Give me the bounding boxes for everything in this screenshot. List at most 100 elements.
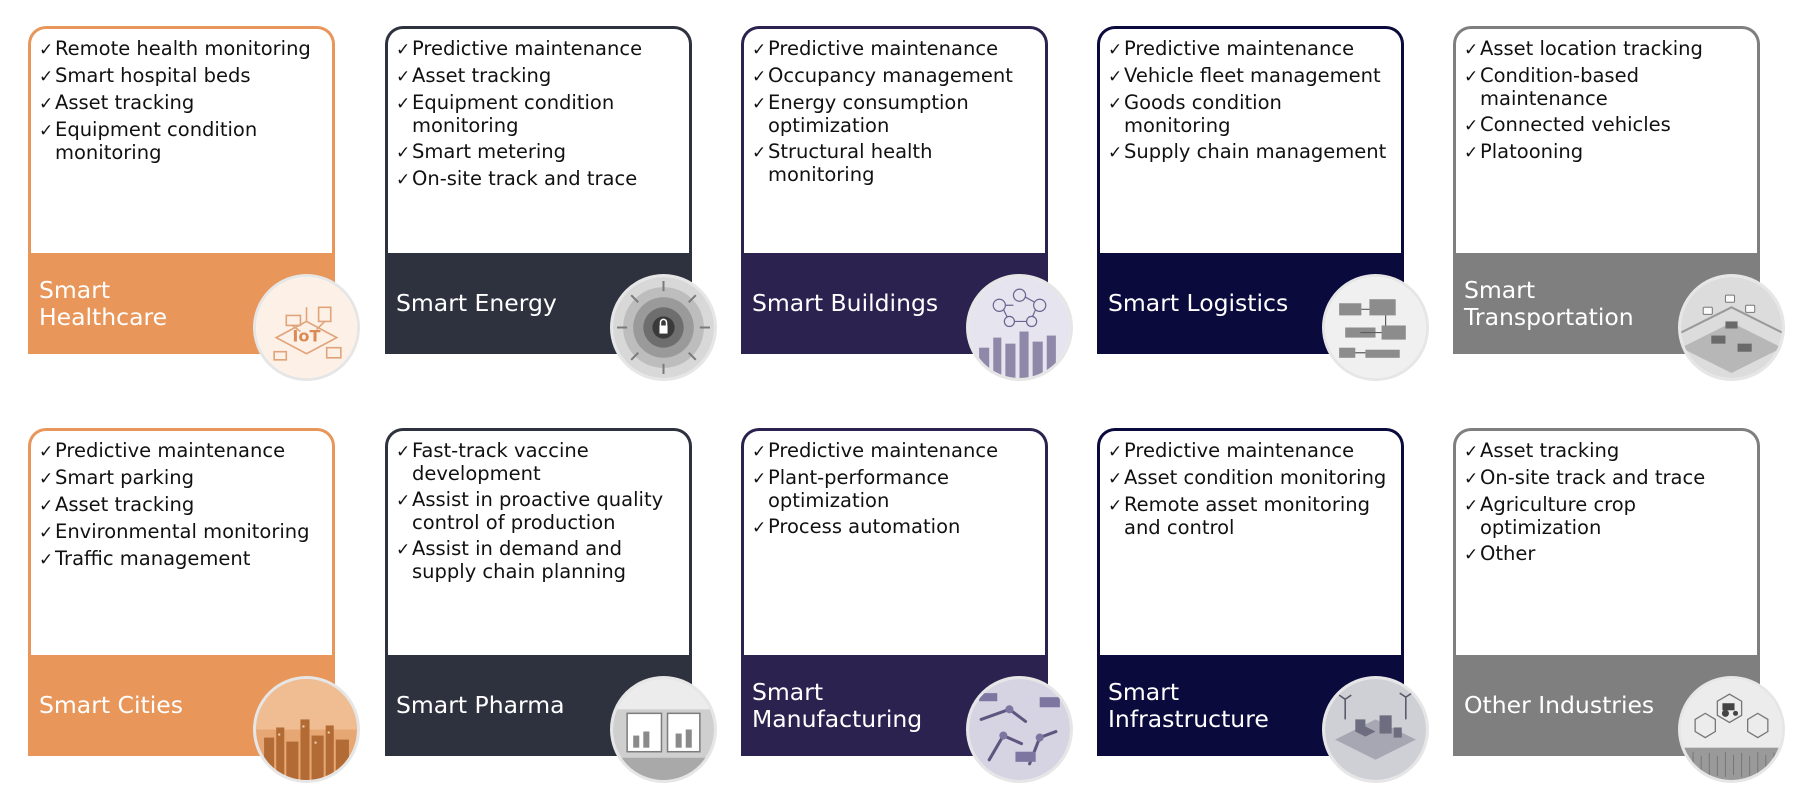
- checkmark-icon: ✓: [396, 540, 411, 560]
- use-case-item: ✓Process automation: [752, 516, 1037, 539]
- use-case-item: ✓Condition-based maintenance: [1464, 65, 1749, 110]
- card-title: Smart Infrastructure: [1108, 677, 1269, 733]
- use-case-text: Remote health monitoring: [55, 37, 311, 60]
- use-case-item: ✓Energy consumption optimization: [752, 92, 1037, 137]
- use-case-text: Platooning: [1480, 140, 1584, 163]
- use-case-item: ✓Structural health monitoring: [752, 141, 1037, 186]
- checkmark-icon: ✓: [39, 496, 54, 516]
- use-case-text: On-site track and trace: [412, 167, 638, 190]
- use-case-list: ✓Predictive maintenance ✓Asset condition …: [1100, 431, 1401, 539]
- use-case-text: Remote asset monitoring and control: [1124, 493, 1370, 539]
- checkmark-icon: ✓: [752, 94, 767, 114]
- use-case-text: Predictive maintenance: [412, 37, 643, 60]
- use-case-item: ✓Asset tracking: [39, 92, 324, 115]
- card-title: Smart Transportation: [1464, 276, 1634, 331]
- use-case-item: ✓Connected vehicles: [1464, 114, 1749, 137]
- use-case-list: ✓ Asset location tracking ✓Condition-based…: [1456, 29, 1757, 164]
- checkmark-icon: ✓: [39, 550, 54, 570]
- use-case-list: ✓Predictive maintenance ✓Plant-performanc…: [744, 431, 1045, 539]
- use-case-item: ✓Environmental monitoring: [39, 521, 324, 544]
- checkmark-icon: ✓: [752, 40, 767, 60]
- use-case-text: Assist in demand and supply chain planni…: [412, 537, 627, 583]
- card-smart-buildings: ✓Predictive maintenance ✓Occupancy manage…: [741, 26, 1073, 381]
- pharma-lab-icon: [610, 676, 717, 783]
- use-case-list: ✓Predictive maintenance ✓Vehicle fleet ma…: [1100, 29, 1401, 164]
- card-title-line: Smart Logistics: [1108, 289, 1289, 317]
- use-case-item: ✓Predictive maintenance: [752, 440, 1037, 463]
- card-title-line: Smart Buildings: [752, 289, 939, 317]
- use-case-item: ✓Assist in proactive quality control of …: [396, 489, 681, 534]
- checkmark-icon: ✓: [752, 442, 767, 462]
- factory-robotics-icon: [966, 676, 1073, 783]
- use-case-item: ✓Equipment condition monitoring: [396, 92, 681, 137]
- use-case-item: ✓Smart hospital beds: [39, 65, 324, 88]
- use-case-item: ✓On-site track and trace: [1464, 467, 1749, 490]
- card-title: Smart Logistics: [1108, 290, 1288, 317]
- card-smart-infrastructure: ✓Predictive maintenance ✓Asset condition …: [1097, 428, 1429, 783]
- card-title: Other Industries: [1464, 692, 1654, 719]
- checkmark-icon: ✓: [396, 442, 411, 462]
- use-case-text: Condition-based maintenance: [1480, 64, 1639, 110]
- use-case-list: ✓Asset tracking ✓On-site track and trace ✓…: [1456, 431, 1757, 566]
- checkmark-icon: ✓: [396, 67, 411, 87]
- use-case-text: Asset location tracking: [1480, 37, 1703, 60]
- use-case-item: ✓Remote asset monitoring and control: [1108, 494, 1393, 539]
- card-smart-cities: ✓Predictive maintenance ✓Smart parking ✓As…: [28, 428, 360, 783]
- use-case-text: Occupancy management: [768, 64, 1013, 87]
- card-title: Smart Energy: [396, 290, 557, 317]
- use-case-text: Assist in proactive quality control of p…: [412, 488, 664, 534]
- use-case-item: ✓Predictive maintenance: [752, 38, 1037, 61]
- card-title-line: Healthcare: [39, 302, 168, 331]
- use-case-text: Smart parking: [55, 466, 194, 489]
- use-case-text: Smart hospital beds: [55, 64, 251, 87]
- card-smart-logistics: ✓Predictive maintenance ✓Vehicle fleet ma…: [1097, 26, 1429, 381]
- checkmark-icon: ✓: [1464, 143, 1479, 163]
- use-case-list: ✓Predictive maintenance ✓Occupancy manage…: [744, 29, 1045, 186]
- use-case-item: ✓Asset tracking: [1464, 440, 1749, 463]
- checkmark-icon: ✓: [39, 442, 54, 462]
- use-case-text: Energy consumption optimization: [768, 91, 969, 137]
- card-smart-pharma: ✓Fast-track vaccine development ✓Assist i…: [385, 428, 717, 783]
- use-case-item: ✓Vehicle fleet management: [1108, 65, 1393, 88]
- use-case-item: ✓Remote health monitoring: [39, 38, 324, 61]
- use-case-item: ✓Occupancy management: [752, 65, 1037, 88]
- card-smart-energy: ✓Predictive maintenance ✓Asset tracking ✓E…: [385, 26, 717, 381]
- use-case-text: Asset tracking: [55, 91, 195, 114]
- use-case-list: ✓Fast-track vaccine development ✓Assist i…: [388, 431, 689, 583]
- use-case-text: Process automation: [768, 515, 961, 538]
- card-frame: ✓ Asset location tracking ✓Condition-based…: [1453, 26, 1760, 354]
- use-case-text: Predictive maintenance: [768, 37, 999, 60]
- use-case-text: Equipment condition monitoring: [55, 118, 258, 164]
- svg-text:IoT: IoT: [292, 327, 320, 346]
- card-title: Smart Buildings: [752, 290, 938, 317]
- checkmark-icon: ✓: [39, 40, 54, 60]
- use-case-item: ✓Traffic management: [39, 548, 324, 571]
- use-case-text: Agriculture crop optimization: [1480, 493, 1637, 539]
- card-title: Smart Healthcare: [39, 276, 168, 331]
- card-smart-manufacturing: ✓Predictive maintenance ✓Plant-performanc…: [741, 428, 1073, 783]
- checkmark-icon: ✓: [1464, 442, 1479, 462]
- checkmark-icon: ✓: [396, 40, 411, 60]
- use-case-item: ✓Fast-track vaccine development: [396, 440, 681, 485]
- use-case-text: Structural health monitoring: [768, 140, 933, 186]
- checkmark-icon: ✓: [1464, 496, 1479, 516]
- iot-healthcare-illustration-icon: IoT: [253, 274, 360, 381]
- use-case-item: ✓Predictive maintenance: [396, 38, 681, 61]
- use-case-text: Equipment condition monitoring: [412, 91, 615, 137]
- use-case-text: Predictive maintenance: [768, 439, 999, 462]
- checkmark-icon: ✓: [39, 121, 54, 141]
- card-smart-transportation: ✓ Asset location tracking ✓Condition-based…: [1453, 26, 1785, 381]
- checkmark-icon: ✓: [1108, 40, 1123, 60]
- use-case-item: ✓Smart metering: [396, 141, 681, 164]
- use-case-text: Environmental monitoring: [55, 520, 310, 543]
- use-case-text: Asset condition monitoring: [1124, 466, 1387, 489]
- checkmark-icon: ✓: [39, 94, 54, 114]
- use-case-item: ✓Smart parking: [39, 467, 324, 490]
- card-title-line: Transportation: [1464, 302, 1634, 331]
- use-case-text: Fast-track vaccine development: [412, 439, 589, 485]
- card-smart-healthcare: ✓Remote health monitoring ✓Smart hospital…: [28, 26, 360, 381]
- use-case-text: Predictive maintenance: [55, 439, 286, 462]
- use-case-text: Vehicle fleet management: [1124, 64, 1381, 87]
- card-title-line: Smart: [1108, 677, 1180, 706]
- checkmark-icon: ✓: [39, 523, 54, 543]
